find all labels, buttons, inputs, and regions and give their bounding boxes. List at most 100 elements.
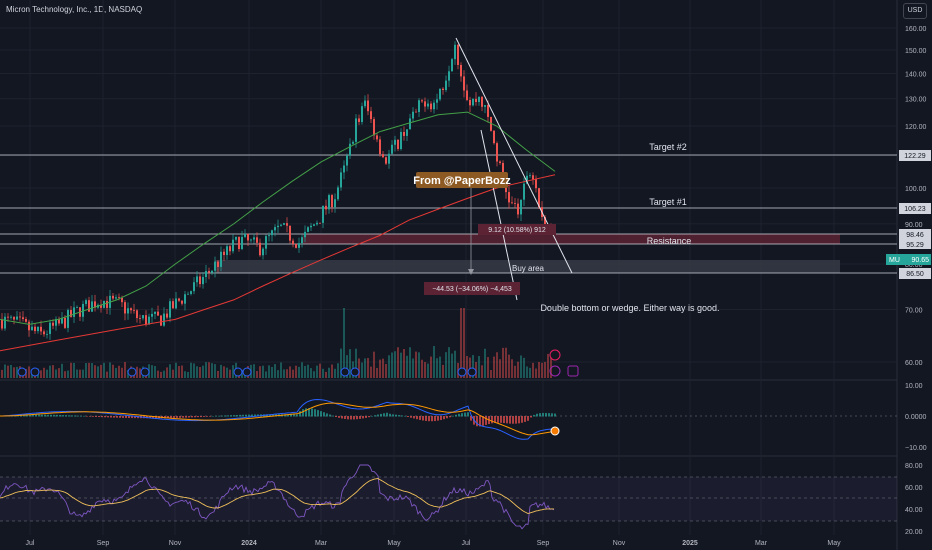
time-tick-label: Jul — [26, 540, 35, 547]
time-axis[interactable]: Jul Sep Nov 2024 Mar May Jul Sep Nov 2025 Mar May — [26, 540, 842, 547]
candle-body — [457, 44, 459, 65]
macd-histogram-bar — [80, 415, 82, 417]
volume-bar — [184, 371, 186, 378]
volume-bar — [280, 362, 282, 378]
candle-body — [133, 310, 135, 312]
macd-histogram-bar — [449, 416, 451, 418]
macd-histogram-bar — [314, 409, 316, 417]
time-tick-label: Nov — [613, 540, 626, 547]
macd-histogram-bar — [110, 416, 112, 418]
candle-body — [100, 304, 102, 308]
macd-histogram-bar — [512, 416, 514, 424]
macd-histogram-bar — [554, 413, 556, 417]
candle-body — [310, 225, 312, 228]
candle-body — [4, 316, 6, 329]
macd-histogram-bar — [317, 410, 319, 417]
volume-bar — [100, 364, 102, 378]
macd-histogram-bar — [362, 416, 364, 419]
price-tick-label: 70.00 — [905, 308, 923, 315]
candle-body — [433, 102, 435, 110]
volume-bar — [283, 369, 285, 378]
price-axis[interactable]: 60.0070.0080.0090.00100.00110.00120.0013… — [905, 26, 927, 367]
macd-histogram-bar — [179, 416, 181, 418]
macd-histogram-bar — [35, 414, 37, 417]
macd-histogram-bar — [122, 416, 124, 418]
candle-body — [373, 119, 375, 136]
macd-histogram-bar — [134, 416, 136, 419]
candle-body — [94, 301, 96, 308]
volume-bar — [79, 369, 81, 378]
macd-histogram-bar — [71, 415, 73, 417]
candle-body — [304, 231, 306, 238]
rsi-pane[interactable]: 80.00 60.00 40.00 20.00 — [0, 463, 923, 536]
volume-bar — [289, 366, 291, 378]
macd-histogram-bar — [401, 415, 403, 417]
volume-bar — [97, 366, 99, 378]
macd-histogram-bar — [62, 415, 64, 417]
candle-body — [451, 59, 453, 72]
target2-price: 122.29 — [904, 153, 926, 160]
macd-histogram-bar — [413, 416, 415, 419]
volume-bar — [295, 365, 297, 378]
candle-body — [112, 295, 114, 299]
volume-bar — [373, 351, 375, 378]
volume-bar — [355, 348, 357, 378]
candle-body — [19, 316, 21, 318]
candle-body — [292, 240, 294, 244]
candle-body — [418, 100, 420, 113]
volume-bar — [58, 368, 60, 378]
volume-bar — [13, 367, 15, 378]
earnings-upcoming-icon — [567, 365, 579, 377]
candle-body — [1, 319, 3, 329]
candle-body — [178, 298, 180, 301]
macd-histogram-bar — [356, 416, 358, 420]
volume-bar — [187, 371, 189, 378]
volume-bar — [493, 356, 495, 378]
volume-bar — [298, 366, 300, 378]
macd-histogram-bar — [335, 416, 337, 418]
candle-body — [370, 111, 372, 120]
volume-bar — [313, 371, 315, 378]
macd-histogram-bar — [188, 416, 190, 418]
volume-bar — [463, 308, 465, 378]
candle-body — [280, 224, 282, 226]
candle-body — [223, 251, 225, 256]
macd-histogram-bar — [482, 416, 484, 426]
volume-bar — [193, 363, 195, 378]
volume-bar — [316, 365, 318, 378]
macd-histogram-bar — [524, 416, 526, 422]
candle-body — [55, 319, 57, 326]
volume-bar — [418, 352, 420, 378]
buy-area-label: Buy area — [512, 264, 545, 273]
macd-histogram-bar — [389, 413, 391, 417]
macd-histogram-bar — [203, 416, 205, 417]
macd-histogram-bar — [386, 412, 388, 417]
macd-histogram-bar — [38, 414, 40, 417]
macd-histogram-bar — [197, 416, 199, 418]
volume-bar — [304, 365, 306, 378]
candle-body — [403, 131, 405, 136]
macd-histogram-bar — [506, 416, 508, 424]
candle-body — [346, 155, 348, 166]
volume-bar — [376, 367, 378, 378]
macd-tick-label: 0.0000 — [905, 414, 927, 421]
candle-body — [202, 277, 204, 285]
rsi-tick-label: 20.00 — [905, 529, 923, 536]
volume-bar — [232, 365, 234, 378]
macd-histogram-bar — [368, 416, 370, 418]
candle-body — [337, 187, 339, 200]
macd-histogram-bar — [191, 416, 193, 418]
event-markers[interactable] — [17, 349, 579, 436]
macd-histogram-bar — [74, 415, 76, 417]
candle-body — [331, 195, 333, 208]
macd-pane[interactable]: 10.00 0.0000 −10.00 — [0, 383, 927, 452]
candle-body — [220, 251, 222, 267]
ma-line — [0, 174, 556, 352]
candle-body — [385, 157, 387, 164]
currency-button[interactable]: USD — [903, 3, 927, 19]
wedge-lower-line[interactable] — [480, 129, 518, 301]
candle-body — [544, 216, 546, 226]
volume-bar — [547, 353, 549, 378]
volume-bar — [544, 361, 546, 378]
